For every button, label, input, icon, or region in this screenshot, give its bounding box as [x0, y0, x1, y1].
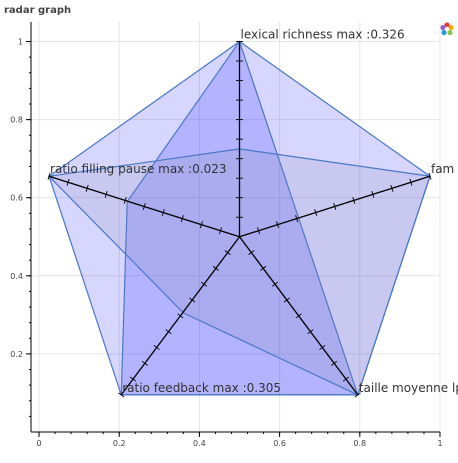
spoke-tick [333, 203, 337, 210]
grid-layer [31, 22, 441, 432]
spoke-tick [224, 250, 231, 256]
spoke-tick [212, 265, 219, 271]
y-tick-label: 0.6 [10, 194, 23, 203]
bokeh-logo-icon[interactable] [440, 22, 454, 36]
spoke-label: ratio filling pause max :0.023 [50, 162, 226, 176]
spoke-tick [342, 376, 350, 382]
spoke-tick [248, 250, 255, 256]
spoke-tick [354, 392, 361, 398]
axes-layer: 0 0.2 0.4 0.6 0.8 1 0.2 0.4 0.6 0.8 1 [10, 22, 443, 448]
spoke-tick [319, 345, 326, 350]
spoke-tick [390, 184, 394, 192]
y-tick-label: 0.4 [10, 272, 23, 281]
x-tick-label: 0.6 [273, 439, 286, 448]
x-tick-label: 0 [36, 439, 41, 448]
x-tick-label: 0.2 [113, 439, 126, 448]
spoke-tick [295, 313, 302, 319]
spoke-tick [257, 227, 261, 235]
spoke-tick [331, 360, 338, 366]
chart-title: radar graph [4, 5, 72, 16]
spoke-tick [218, 227, 222, 235]
spoke-tick [153, 345, 160, 350]
x-tick-label: 0.4 [193, 439, 206, 448]
spoke-label: lexical richness max :0.326 [241, 28, 405, 42]
y-tick-label: 0.8 [10, 116, 23, 125]
spoke-tick [295, 215, 299, 223]
spoke-label: taille moyenne lp [359, 381, 458, 395]
spoke-tick [142, 203, 146, 210]
spoke-tick [118, 392, 125, 398]
spoke-tick [141, 360, 148, 366]
y-tick-label: 1 [18, 38, 23, 47]
spoke-tick [200, 281, 208, 287]
spoke-tick [199, 221, 203, 229]
spoke-tick [314, 209, 318, 217]
spoke-tick [66, 178, 70, 186]
spoke-label: ratio feedback max :0.305 [122, 381, 281, 395]
spoke-tick [428, 172, 432, 180]
spoke-tick [165, 329, 172, 335]
spoke-tick [85, 184, 89, 192]
spoke-tick [352, 196, 356, 204]
spoke-tick [276, 221, 280, 229]
spoke-label: fam [431, 162, 454, 176]
spoke-tick [283, 297, 290, 303]
spoke-tick [271, 281, 279, 287]
spokes-layer [47, 41, 432, 398]
spoke-tick [123, 196, 127, 204]
spoke-labels-layer: lexical richness max :0.326 fam taille moy… [50, 28, 458, 395]
spoke-tick [177, 313, 184, 319]
spoke-tick [307, 329, 314, 335]
spoke-tick [409, 178, 413, 186]
series-polygon-3[interactable] [47, 148, 431, 396]
x-tick-label: 1 [437, 439, 442, 448]
spoke-tick [180, 215, 184, 223]
spoke-tick [189, 297, 196, 303]
spoke-tick [47, 172, 51, 180]
y-tick-label: 0.2 [10, 350, 23, 359]
spoke-tick [260, 265, 267, 271]
spoke-tick [104, 190, 108, 198]
x-tick-label: 0.8 [353, 439, 366, 448]
spoke-tick [161, 209, 165, 217]
spoke-tick [371, 190, 375, 198]
spoke-tick [129, 376, 137, 382]
